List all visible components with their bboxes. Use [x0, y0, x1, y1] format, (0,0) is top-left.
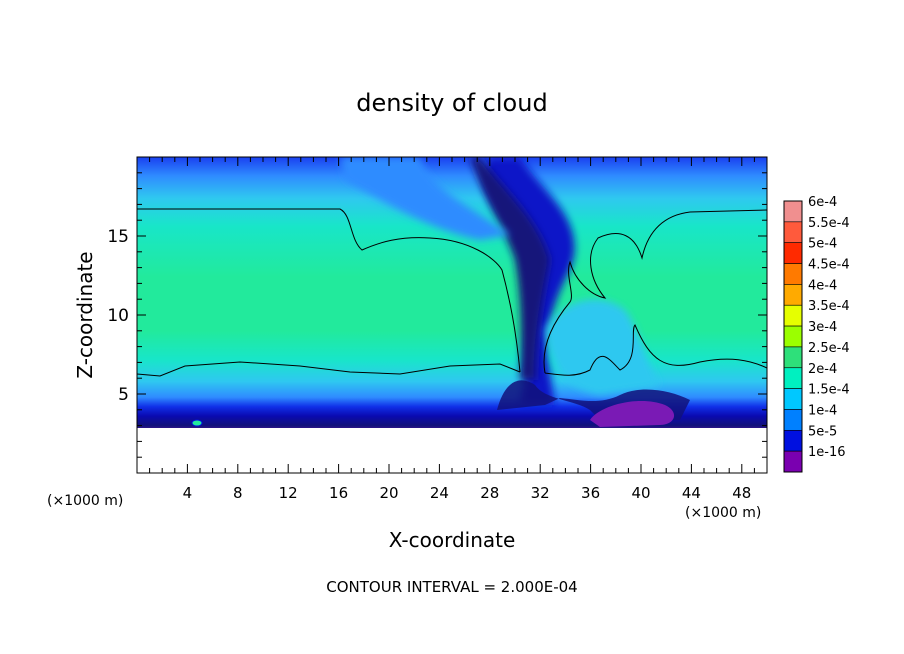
chart-title: density of cloud: [356, 89, 547, 117]
small-cloud-blob: [191, 419, 203, 427]
right-cell: [545, 299, 660, 395]
colorbar-label: 1e-4: [808, 403, 837, 418]
colorbar-swatch: [783, 430, 803, 452]
x-tick-label: 32: [531, 484, 550, 502]
x-tick-label: 36: [581, 484, 600, 502]
x-tick-label: 16: [329, 484, 348, 502]
x-axis: 4 8 12 16 20 24 28 32 36 40 44 48: [149, 157, 755, 502]
x-tick-label: 40: [631, 484, 650, 502]
colorbar-label: 5.5e-4: [808, 216, 850, 231]
x-unit-label-right: (×1000 m): [685, 505, 761, 521]
y-tick-label: 5: [118, 385, 129, 405]
plot-area: [137, 157, 767, 473]
x-axis-label: X-coordinate: [389, 528, 516, 552]
colorbar-label: 3e-4: [808, 320, 837, 335]
x-tick-label: 44: [682, 484, 701, 502]
colorbar-swatch: [783, 242, 803, 264]
upper-blue-tongue: [340, 157, 510, 240]
contour-line-lower: [137, 361, 521, 377]
x-tick-label: 4: [183, 484, 193, 502]
x-unit-label-left: (×1000 m): [47, 493, 123, 509]
contour-interval-note: CONTOUR INTERVAL = 2.000E-04: [326, 578, 577, 596]
x-tick-label: 24: [430, 484, 449, 502]
colorbar-label: 5e-5: [808, 424, 837, 439]
colorbar-swatch: [783, 263, 803, 285]
contour-line-lower-right: [544, 324, 767, 376]
colorbar-swatch: [783, 346, 803, 369]
colorbar-legend: 6e-4 5.5e-4 5e-4 4.5e-4 4e-4 3.5e-4 3e-4 2.5e-4…: [783, 195, 850, 473]
y-axis: 5 10 15: [107, 172, 767, 458]
colorbar-swatch: [783, 325, 803, 348]
colorbar-label: 3.5e-4: [808, 299, 850, 314]
colorbar-swatch: [783, 450, 803, 473]
x-tick-label: 48: [732, 484, 751, 502]
contour-line-right: [543, 209, 767, 374]
colorbar-label: 6e-4: [808, 195, 837, 210]
colorbar-swatch: [783, 200, 803, 223]
colorbar-frame: [783, 200, 803, 473]
y-axis-label: Z-coordinate: [73, 251, 97, 378]
colorbar-label: 1e-16: [808, 445, 846, 460]
x-tick-label: 8: [233, 484, 243, 502]
y-tick-label: 10: [107, 306, 129, 326]
colorbar-label: 2.5e-4: [808, 341, 850, 356]
colorbar-swatch: [783, 409, 803, 431]
colorbar-swatch: [783, 284, 803, 306]
colorbar-swatch: [783, 221, 803, 243]
colorbar-label: 5e-4: [808, 237, 837, 252]
colorbar-label: 2e-4: [808, 362, 837, 377]
no-data-region: [137, 428, 767, 473]
x-tick-label: 28: [480, 484, 499, 502]
colorbar-swatch: [783, 367, 803, 389]
colorbar-swatch: [783, 388, 803, 410]
colorbar-swatch: [783, 304, 803, 327]
colorbar-label: 4e-4: [808, 278, 837, 293]
colorbar-label: 1.5e-4: [808, 383, 850, 398]
lower-purple-blob: [590, 400, 675, 427]
x-tick-label: 20: [379, 484, 398, 502]
contour-line-upper: [137, 208, 521, 373]
colorbar-label: 4.5e-4: [808, 258, 850, 273]
y-tick-label: 15: [107, 227, 129, 247]
x-tick-label: 12: [279, 484, 298, 502]
downdraft-core: [425, 157, 550, 380]
